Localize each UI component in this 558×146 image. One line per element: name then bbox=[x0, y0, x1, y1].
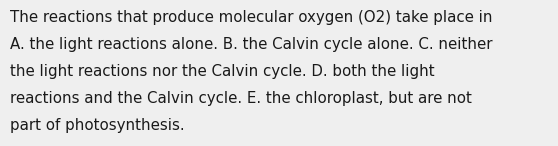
Text: the light reactions nor the Calvin cycle. D. both the light: the light reactions nor the Calvin cycle… bbox=[10, 64, 435, 79]
Text: A. the light reactions alone. B. the Calvin cycle alone. C. neither: A. the light reactions alone. B. the Cal… bbox=[10, 37, 493, 52]
Text: The reactions that produce molecular oxygen (O2) take place in: The reactions that produce molecular oxy… bbox=[10, 10, 493, 25]
Text: part of photosynthesis.: part of photosynthesis. bbox=[10, 118, 185, 133]
Text: reactions and the Calvin cycle. E. the chloroplast, but are not: reactions and the Calvin cycle. E. the c… bbox=[10, 91, 472, 106]
